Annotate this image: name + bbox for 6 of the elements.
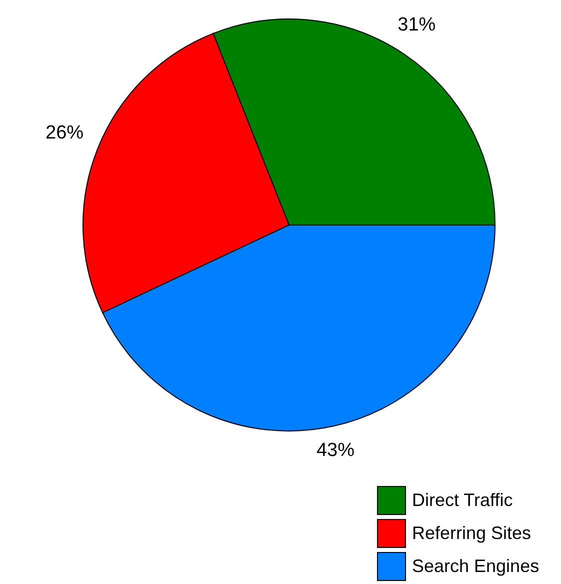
legend-label: Referring Sites [412, 523, 532, 544]
data-label: 26% [46, 122, 84, 144]
data-label: 43% [316, 440, 355, 461]
legend-label: Search Engines [412, 556, 540, 577]
data-label: 31% [398, 14, 436, 36]
legend-label: Direct Traffic [412, 490, 513, 511]
